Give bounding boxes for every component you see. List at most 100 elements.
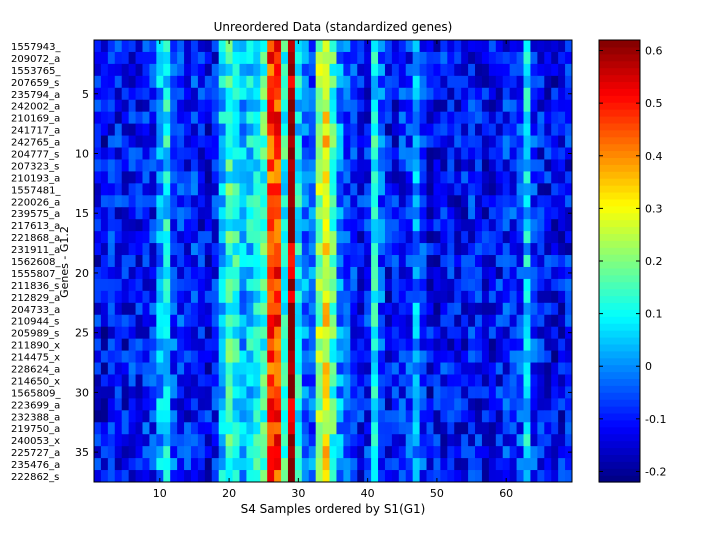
heatmap-cell — [107, 171, 116, 184]
y-tick-label: 20 — [75, 267, 89, 280]
heatmap-cell — [163, 135, 171, 149]
colorbar-tick-label: -0.1 — [645, 413, 666, 426]
heatmap-cell — [398, 470, 407, 483]
heatmap-cell — [232, 87, 240, 101]
heatmap-cell — [107, 302, 116, 316]
heatmap-cell — [239, 410, 247, 423]
heatmap-cell — [225, 326, 234, 340]
heatmap-cell — [412, 159, 421, 172]
heatmap-cell — [135, 255, 143, 268]
heatmap-cell — [551, 410, 559, 423]
heatmap-cell — [336, 171, 344, 184]
heatmap-cell — [558, 135, 566, 149]
heatmap-cell — [523, 99, 531, 113]
heatmap-cell — [142, 290, 150, 304]
heatmap-cell — [343, 470, 351, 483]
heatmap-cell — [426, 99, 434, 113]
heatmap-cell — [149, 278, 157, 292]
heatmap-cell — [281, 458, 289, 471]
heatmap-cell — [371, 398, 379, 411]
heatmap-cell — [253, 75, 261, 89]
heatmap-cell — [121, 338, 130, 352]
heatmap-cell — [551, 231, 559, 244]
colorbar-segment — [599, 74, 640, 83]
heatmap-cell — [440, 123, 448, 137]
heatmap-cell — [523, 410, 531, 423]
heatmap-cell — [211, 446, 220, 459]
heatmap-cell — [246, 219, 254, 232]
heatmap-cell — [135, 159, 143, 172]
heatmap-cell — [544, 147, 552, 160]
heatmap-cell — [204, 183, 213, 196]
heatmap-cell — [184, 434, 192, 447]
heatmap-cell — [294, 195, 303, 208]
heatmap-cell — [468, 123, 476, 137]
heatmap-cell — [537, 374, 545, 387]
heatmap-cell — [246, 302, 254, 316]
heatmap-cell — [364, 434, 372, 447]
heatmap-cell — [204, 147, 213, 160]
heatmap-cell — [440, 63, 448, 77]
heatmap-cell — [405, 410, 414, 423]
heatmap-cell — [468, 99, 476, 113]
heatmap-cell — [433, 51, 441, 65]
heatmap-cell — [447, 326, 455, 340]
heatmap-cell — [558, 87, 566, 101]
heatmap-cell — [433, 362, 441, 375]
heatmap-cell — [121, 362, 130, 375]
heatmap-cell — [343, 326, 351, 340]
heatmap-cell — [322, 278, 331, 292]
heatmap-cell — [170, 338, 178, 352]
heatmap-cell — [523, 123, 531, 137]
heatmap-cell — [461, 183, 469, 196]
heatmap-cell — [544, 386, 552, 399]
heatmap-cell — [246, 374, 254, 387]
heatmap-cell — [481, 207, 490, 220]
y-axis-label: Genes - G1.2 — [58, 226, 71, 298]
heatmap-cell — [398, 350, 407, 364]
heatmap-cell — [301, 255, 310, 268]
heatmap-cell — [197, 255, 206, 268]
heatmap-cell — [121, 40, 130, 53]
heatmap-cell — [461, 219, 469, 232]
heatmap-cell — [384, 195, 393, 208]
heatmap-cell — [177, 290, 185, 304]
heatmap-cell — [121, 243, 130, 256]
heatmap-cell — [197, 458, 206, 471]
heatmap-cell — [391, 398, 400, 411]
colorbar-tick-label: 0.5 — [645, 97, 663, 110]
heatmap-cell — [156, 195, 164, 208]
heatmap-cell — [260, 458, 268, 471]
heatmap-cell — [204, 171, 213, 184]
heatmap-cell — [274, 171, 282, 184]
heatmap-cell — [315, 290, 324, 304]
heatmap-cell — [156, 266, 164, 280]
colorbar-segment — [599, 178, 640, 186]
heatmap-cell — [100, 350, 109, 364]
heatmap-cell — [246, 446, 254, 459]
heatmap-cell — [357, 111, 365, 125]
heatmap-cell — [294, 326, 303, 340]
heatmap-cell — [239, 434, 247, 447]
heatmap-cell — [544, 374, 552, 387]
heatmap-cell — [197, 266, 206, 280]
heatmap-cell — [516, 231, 525, 244]
heatmap-cell — [481, 338, 490, 352]
heatmap-cell — [364, 171, 372, 184]
heatmap-cell — [329, 219, 337, 232]
heatmap-cell — [308, 470, 317, 483]
heatmap-cell — [287, 111, 296, 125]
heatmap-cell — [329, 40, 337, 53]
heatmap-cell — [468, 195, 476, 208]
heatmap-cell — [398, 147, 407, 160]
heatmap-cell — [322, 243, 331, 256]
heatmap-cell — [274, 278, 282, 292]
heatmap-cell — [294, 147, 303, 160]
heatmap-cell — [495, 123, 504, 137]
gene-label: 211836_s — [11, 281, 59, 292]
heatmap-cell — [156, 302, 164, 316]
heatmap-cell — [343, 219, 351, 232]
heatmap-cell — [544, 255, 552, 268]
heatmap-cell — [239, 219, 247, 232]
heatmap-cell — [239, 374, 247, 387]
